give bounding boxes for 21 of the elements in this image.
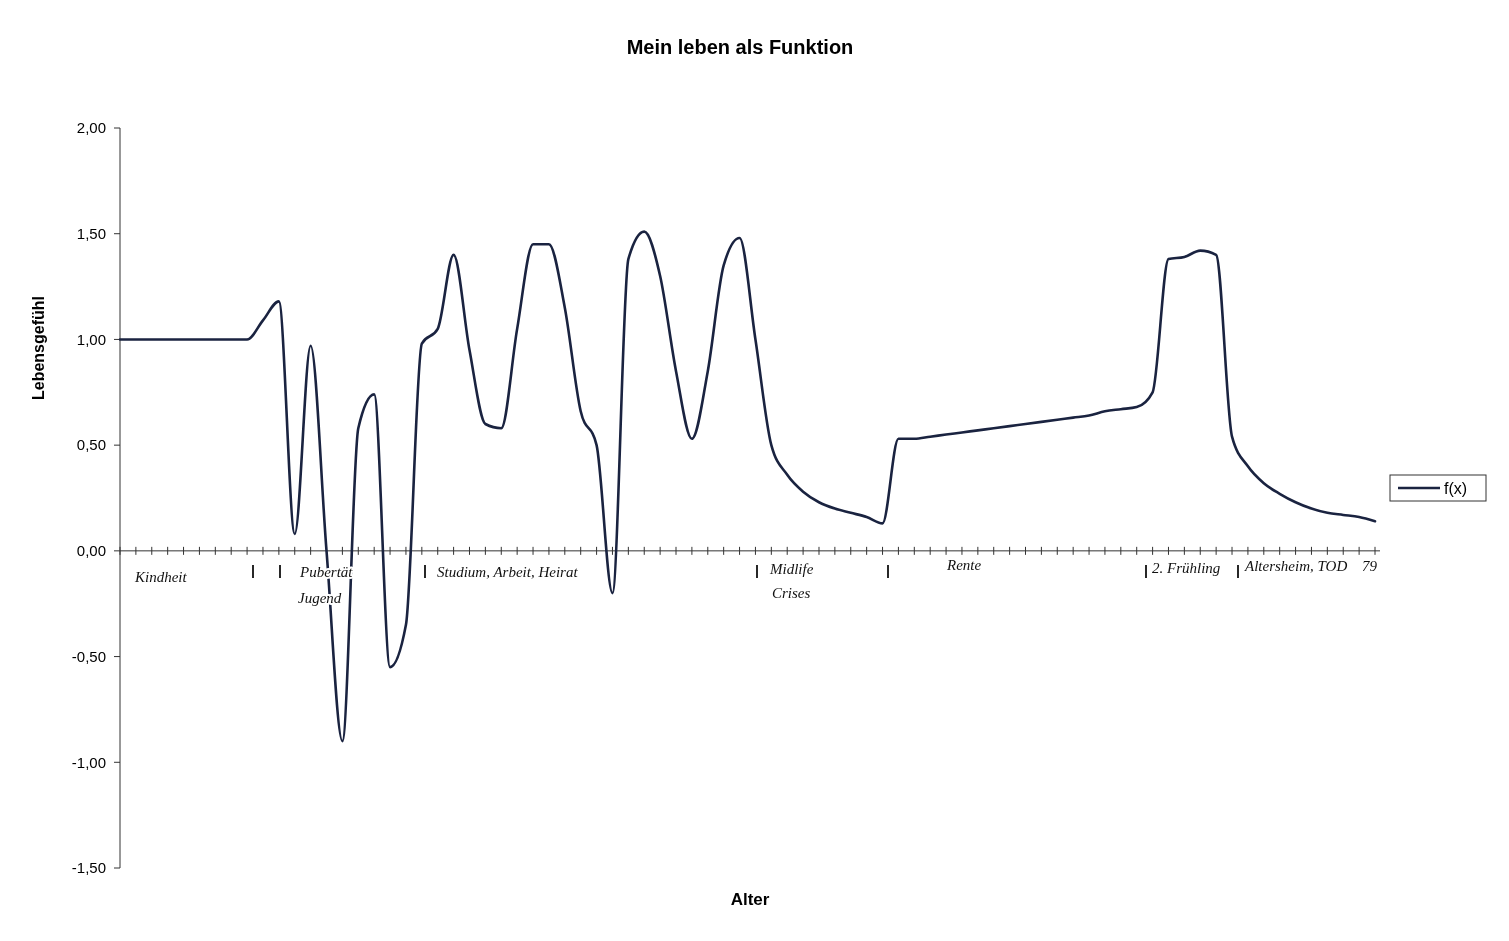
annotation: 2. Frühling <box>1152 560 1221 576</box>
y-tick-label: -1,00 <box>71 753 106 771</box>
y-tick-label: 2,00 <box>76 119 106 137</box>
y-tick-label: -1,50 <box>71 859 106 877</box>
chart-title: Mein leben als Funktion <box>626 36 854 58</box>
y-tick-label: 1,00 <box>76 330 106 348</box>
annotation: Midlife <box>769 561 814 577</box>
annotation: Altersheim, TOD <box>1244 558 1348 574</box>
annotation: Crises <box>772 585 811 601</box>
x-axis-title: Alter <box>730 890 770 909</box>
y-tick-label: 1,50 <box>76 224 106 242</box>
y-tick-label: 0,50 <box>76 436 106 454</box>
annotation: Kindheit <box>134 569 188 585</box>
y-tick-label: -0,50 <box>71 647 106 665</box>
y-tick-label: 0,00 <box>76 542 106 560</box>
legend-label: f(x) <box>1444 479 1468 497</box>
line-series <box>118 230 1377 743</box>
annotation: Rente <box>946 557 982 573</box>
y-axis-title: Lebensgefühl <box>30 295 47 401</box>
annotation: Studium, Arbeit, Heirat <box>437 564 579 580</box>
annotation: 79 <box>1362 558 1378 574</box>
